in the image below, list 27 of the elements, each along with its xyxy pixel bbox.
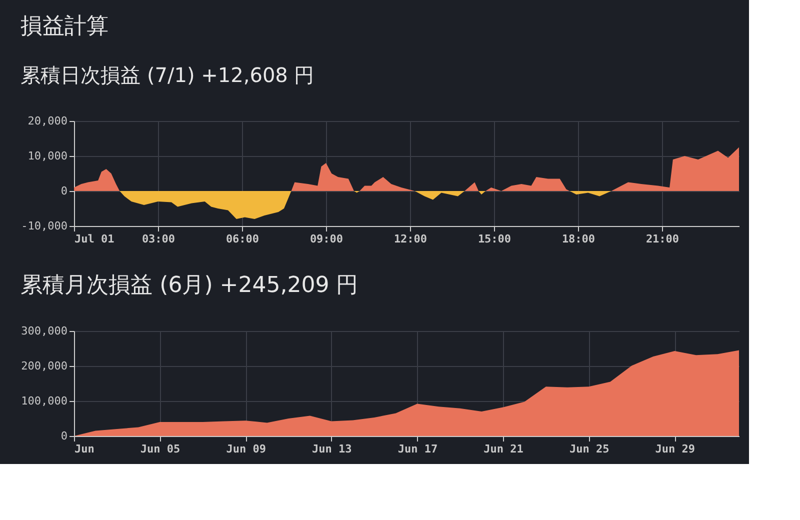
x-tick-label: Jun 09 xyxy=(226,442,266,456)
x-tick-label: Jun 21 xyxy=(484,442,524,456)
x-tick-label: Jul 01 xyxy=(74,232,115,246)
y-tick-label: 300,000 xyxy=(21,324,68,338)
x-tick-label: 18:00 xyxy=(562,232,596,246)
y-tick-label: 20,000 xyxy=(28,114,68,128)
y-tick-label: 10,000 xyxy=(28,150,68,162)
x-tick-label: Jun 25 xyxy=(569,442,610,456)
chart-title: 累積月次損益 (6月) +245,209 円 xyxy=(20,273,358,298)
x-tick-label: Jun 13 xyxy=(312,442,352,456)
x-tick-label: 12:00 xyxy=(394,232,428,246)
y-tick-label: 0 xyxy=(60,184,68,198)
chart-subtitle: 累積日次損益 (7/1) +12,608 円 xyxy=(20,63,314,87)
x-tick-label: 09:00 xyxy=(310,232,344,246)
x-tick-label: Jun 17 xyxy=(398,442,438,456)
x-tick-label: 06:00 xyxy=(226,232,260,246)
x-tick-label: Jun xyxy=(74,442,94,456)
y-tick-label: 0 xyxy=(60,430,68,442)
y-tick-label: 100,000 xyxy=(21,394,68,408)
x-tick-label: 03:00 xyxy=(142,232,176,246)
x-tick-label: Jun 05 xyxy=(140,442,180,456)
chart-title: 損益計算 xyxy=(20,14,109,39)
x-tick-label: 15:00 xyxy=(478,232,512,246)
y-tick-label: -10,000 xyxy=(21,220,68,232)
y-tick-label: 200,000 xyxy=(21,360,68,372)
x-tick-label: 21:00 xyxy=(646,232,680,246)
x-tick-label: Jun 29 xyxy=(655,442,696,456)
